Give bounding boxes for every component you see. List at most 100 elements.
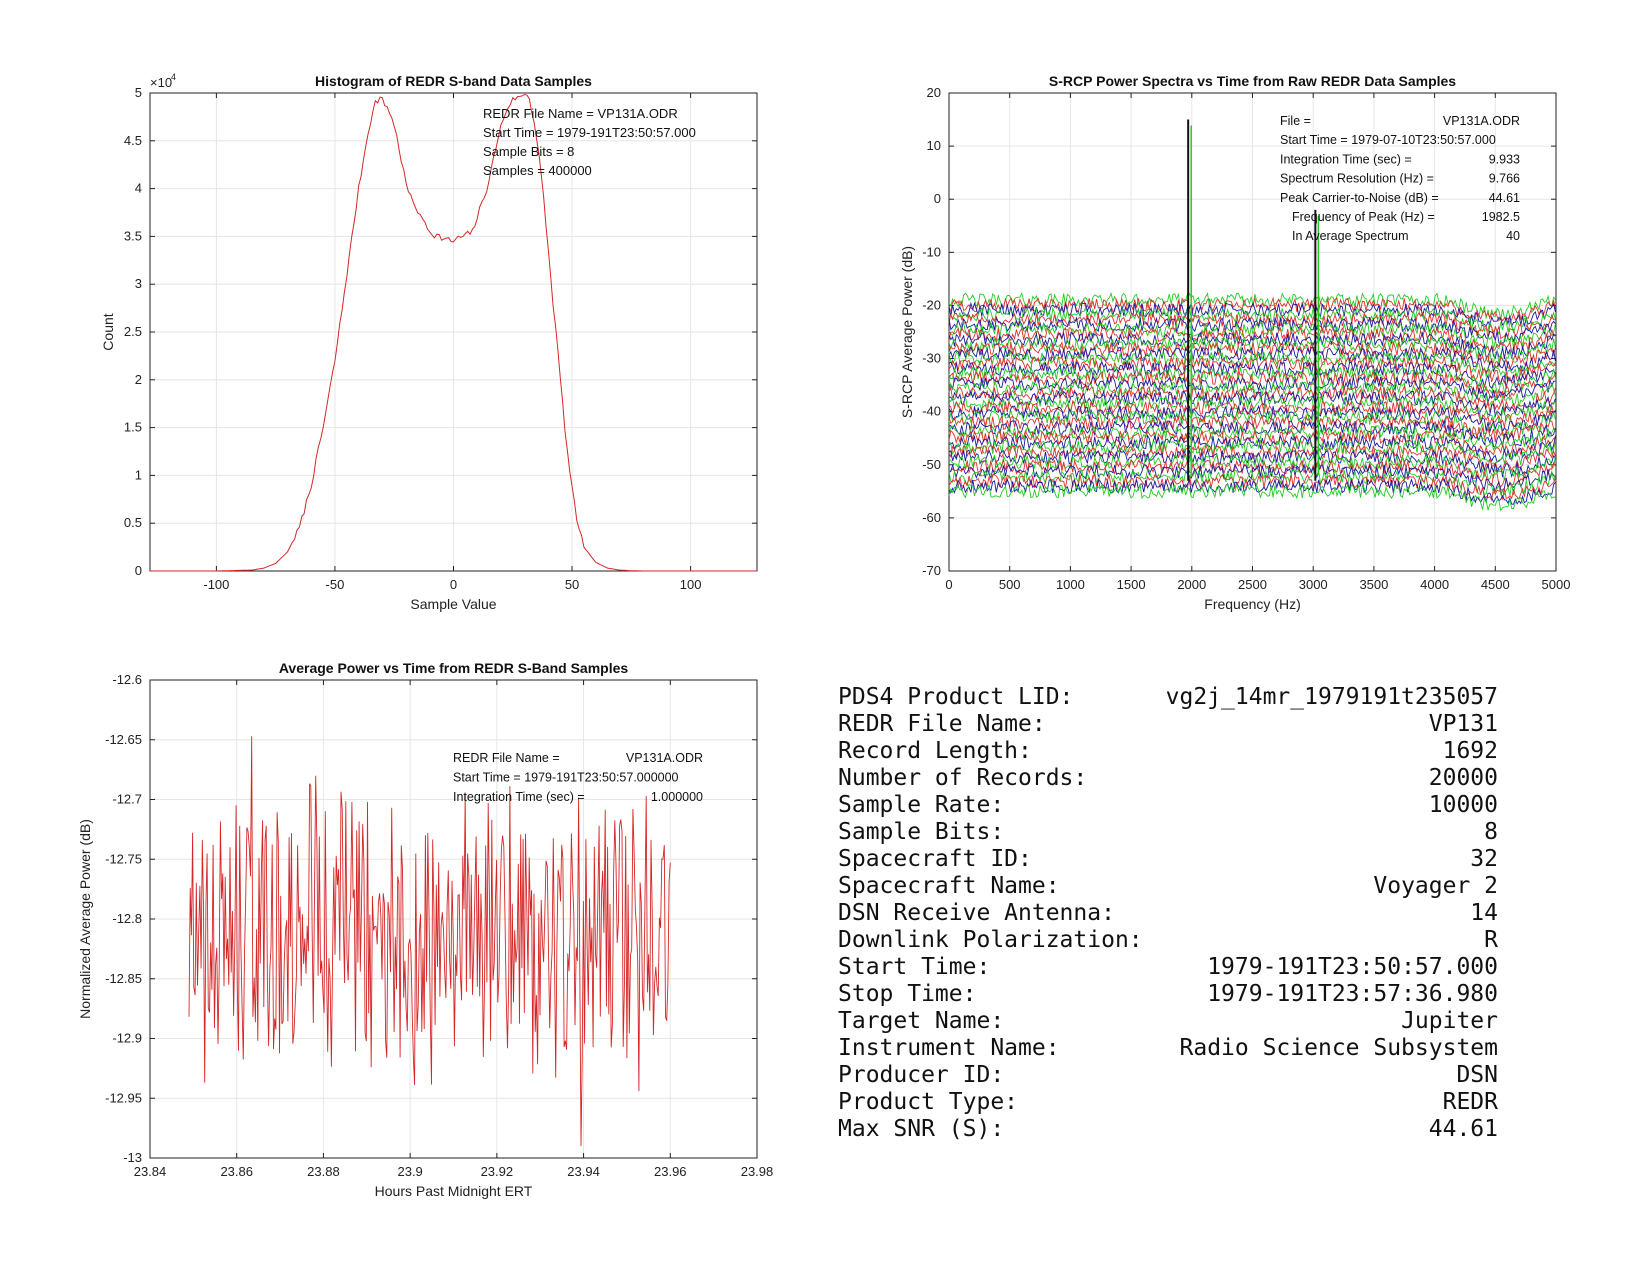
info-value: 8 xyxy=(1484,819,1498,845)
info-value: 1979-191T23:57:36.980 xyxy=(1207,981,1498,1007)
x-tick-label: 5000 xyxy=(1542,577,1571,592)
axis-exponent-power: 4 xyxy=(171,72,176,82)
chart-title: Average Power vs Time from REDR S-Band S… xyxy=(279,660,629,676)
info-label: Record Length: xyxy=(838,738,1032,764)
y-tick-label: -12.6 xyxy=(112,672,142,687)
spectrum-trace xyxy=(948,448,1556,479)
y-tick-label: -20 xyxy=(922,297,941,312)
info-row: REDR File Name: VP131 xyxy=(838,711,1498,738)
x-tick-label: 4000 xyxy=(1420,577,1449,592)
annotation-value: 1.000000 xyxy=(651,790,703,804)
info-value: 32 xyxy=(1470,846,1498,872)
x-tick-label: 0 xyxy=(945,577,952,592)
annotation-label: Start Time = 1979-07-10T23:50:57.000 xyxy=(1280,133,1496,147)
info-label: Producer ID: xyxy=(838,1062,1005,1088)
annotation-label: Frequency of Peak (Hz) = xyxy=(1292,210,1435,224)
info-row: Downlink Polarization: R xyxy=(838,927,1498,954)
info-label: Spacecraft Name: xyxy=(838,873,1060,899)
spectrum-trace xyxy=(948,477,1556,505)
y-axis-label: Count xyxy=(100,313,116,350)
info-label: REDR File Name: xyxy=(838,711,1046,737)
annotation-value: 44.61 xyxy=(1489,191,1520,205)
spectrum-trace xyxy=(948,375,1556,403)
spectrum-trace xyxy=(948,311,1556,340)
x-tick-label: -50 xyxy=(326,577,345,592)
y-axis-label: Normalized Average Power (dB) xyxy=(77,819,93,1019)
info-label: Number of Records: xyxy=(838,765,1088,791)
annotation-value: 40 xyxy=(1506,229,1520,243)
info-value: 14 xyxy=(1470,900,1498,926)
x-tick-label: 23.88 xyxy=(307,1164,340,1179)
annotation-label: File = xyxy=(1280,114,1311,128)
info-row: Record Length: 1692 xyxy=(838,738,1498,765)
x-tick-label: 1000 xyxy=(1056,577,1085,592)
info-value: REDR xyxy=(1442,1089,1498,1115)
x-axis-label: Frequency (Hz) xyxy=(1204,596,1300,612)
x-tick-label: 23.98 xyxy=(741,1164,774,1179)
x-tick-label: 0 xyxy=(450,577,457,592)
annotation-value: 9.766 xyxy=(1489,172,1520,186)
info-row: Spacecraft ID: 32 xyxy=(838,846,1498,873)
info-label: Sample Bits: xyxy=(838,819,1005,845)
y-tick-label: -12.9 xyxy=(112,1031,142,1046)
product-info-table: PDS4 Product LID: vg2j_14mr_1979191t23505… xyxy=(838,684,1498,1143)
x-tick-label: 100 xyxy=(680,577,702,592)
spectrum-trace xyxy=(948,355,1556,386)
info-label: Target Name: xyxy=(838,1008,1005,1034)
annotation-label: Start Time = 1979-191T23:50:57.000000 xyxy=(453,771,679,785)
info-row: Max SNR (S): 44.61 xyxy=(838,1116,1498,1143)
spectrum-trace xyxy=(948,438,1556,466)
spectrum-trace xyxy=(948,434,1556,463)
info-label: Instrument Name: xyxy=(838,1035,1060,1061)
histogram-chart: -100 -50 0 50 100 0 0.5 1 1.5 2 2.5 3 3.5 4 4.5 5 Histog… xyxy=(100,72,758,612)
annotation-line: Start Time = 1979-191T23:50:57.000 xyxy=(483,125,696,140)
info-value: DSN xyxy=(1456,1062,1498,1088)
annotation-value: 9.933 xyxy=(1489,152,1520,166)
x-tick-label: 23.9 xyxy=(397,1164,422,1179)
x-tick-label: 3500 xyxy=(1359,577,1388,592)
info-value: 44.61 xyxy=(1428,1116,1498,1142)
y-tick-label: 3.5 xyxy=(124,228,142,243)
annotation-label: In Average Spectrum xyxy=(1292,229,1409,243)
y-tick-label: 3 xyxy=(135,276,142,291)
x-tick-label: 23.94 xyxy=(567,1164,600,1179)
spectrum-trace xyxy=(948,458,1556,488)
spectrum-trace xyxy=(948,384,1556,413)
x-tick-label: 23.86 xyxy=(220,1164,253,1179)
info-label: Sample Rate: xyxy=(838,792,1005,818)
y-tick-label: 4.5 xyxy=(124,133,142,148)
x-tick-label: 1500 xyxy=(1117,577,1146,592)
spectrum-trace xyxy=(948,340,1556,370)
info-row: Sample Rate: 10000 xyxy=(838,792,1498,819)
annotation-label: REDR File Name = xyxy=(453,751,560,765)
y-tick-label: 20 xyxy=(927,85,941,100)
info-label: Downlink Polarization: xyxy=(838,927,1143,953)
info-label: Product Type: xyxy=(838,1089,1019,1115)
x-axis-label: Sample Value xyxy=(410,596,496,612)
average-power-chart: 23.84 23.86 23.88 23.9 23.92 23.94 23.96 23.98 -… xyxy=(77,660,774,1199)
spectrum-trace xyxy=(948,291,1556,320)
x-tick-label: 2000 xyxy=(1177,577,1206,592)
x-tick-label: 3000 xyxy=(1299,577,1328,592)
x-tick-label: 2500 xyxy=(1238,577,1267,592)
info-value: VP131 xyxy=(1428,711,1498,737)
x-tick-label: 4500 xyxy=(1481,577,1510,592)
info-label: PDS4 Product LID: xyxy=(838,684,1074,710)
info-row: Number of Records: 20000 xyxy=(838,765,1498,792)
x-tick-label: 23.96 xyxy=(654,1164,687,1179)
spectrum-trace xyxy=(948,399,1556,428)
y-tick-label: -60 xyxy=(922,510,941,525)
y-tick-label: -13 xyxy=(123,1150,142,1165)
y-tick-label: -12.85 xyxy=(105,971,142,986)
histogram-line xyxy=(150,93,757,572)
x-tick-label: 23.84 xyxy=(134,1164,167,1179)
info-value: 1979-191T23:50:57.000 xyxy=(1207,954,1498,980)
info-value: Jupiter xyxy=(1401,1008,1498,1034)
y-tick-label: 2 xyxy=(135,372,142,387)
y-tick-label: -12.65 xyxy=(105,732,142,747)
spectrum-trace xyxy=(948,360,1556,390)
y-tick-label: -10 xyxy=(922,244,941,259)
annotation-label: Spectrum Resolution (Hz) = xyxy=(1280,172,1434,186)
annotation-line: Sample Bits = 8 xyxy=(483,144,574,159)
annotation-label: Peak Carrier-to-Noise (dB) = xyxy=(1280,191,1439,205)
